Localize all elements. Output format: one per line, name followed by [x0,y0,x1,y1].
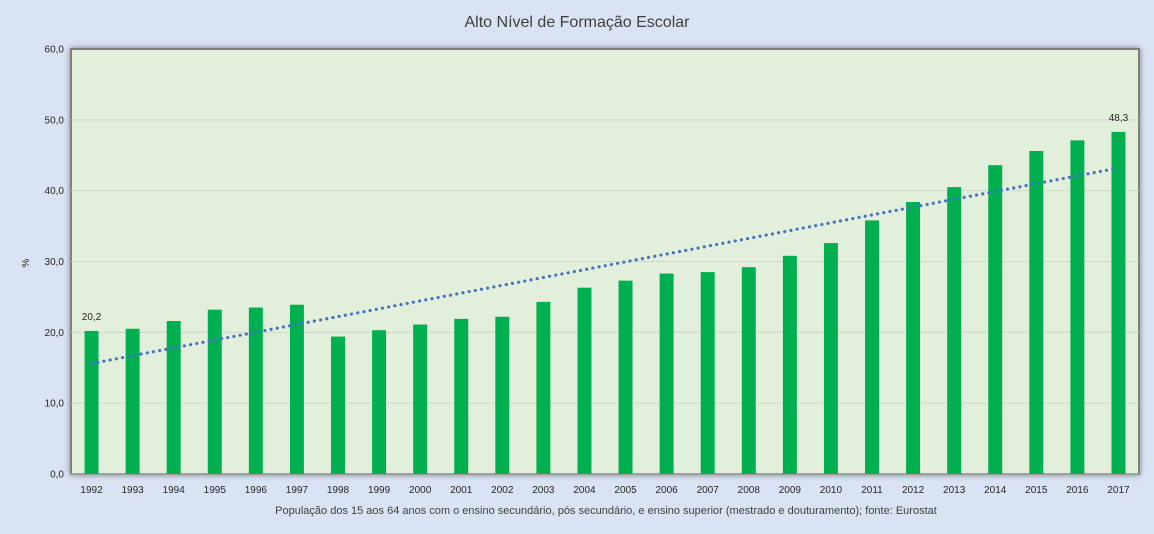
x-tick-label: 2009 [779,485,802,496]
x-tick-label: 2017 [1107,485,1130,496]
bar [1070,140,1085,474]
x-tick-label: 2015 [1025,485,1048,496]
bar [248,307,263,474]
bar [331,336,345,474]
chart-title: Alto Nível de Formação Escolar [465,14,691,31]
x-tick-label: 1993 [121,485,144,496]
x-tick-label: 2000 [409,485,432,496]
bar [741,267,756,474]
x-tick-label: 2006 [655,485,678,496]
y-tick-label: 50,0 [45,115,65,126]
x-tick-label: 2002 [491,485,514,496]
x-axis-ticks: 1992 1993 1994 1995 1996 1997 1998 1999 2000 2001… [80,485,1130,496]
bar [413,324,428,474]
y-tick-label: 40,0 [45,186,65,197]
trendline-group [89,166,1121,366]
x-tick-label: 1998 [327,485,350,496]
x-tick-label: 2016 [1066,485,1089,496]
bar [700,272,715,474]
bar [618,280,633,474]
x-tick-label: 1999 [368,485,391,496]
bar [823,243,838,474]
bar [372,330,387,474]
x-tick-label: 1995 [204,485,227,496]
x-tick-label: 2010 [820,485,843,496]
x-tick-label: 2014 [984,485,1007,496]
y-axis-ticks: 0,0 10,0 20,0 30,0 40,0 50,0 60,0 [45,45,65,481]
bar [659,273,674,474]
y-axis-label: % [21,258,32,267]
bar [207,309,222,474]
y-tick-label: 30,0 [45,257,65,268]
x-tick-label: 1996 [245,485,268,496]
x-tick-label: 2013 [943,485,966,496]
x-tick-label: 2005 [614,485,637,496]
x-tick-label: 2007 [697,485,720,496]
x-tick-label: 2003 [532,485,555,496]
y-tick-label: 60,0 [45,45,65,56]
bar [988,165,1003,474]
y-tick-label: 0,0 [50,470,64,481]
bars-group [84,131,1126,474]
bar [947,187,962,474]
bar [289,304,304,474]
bar [865,220,879,474]
data-labels-group: 20,2 48,3 [82,113,1129,323]
trendline [89,166,1121,366]
x-axis-label: População dos 15 aos 64 anos com o ensin… [275,505,937,517]
bar [906,202,921,474]
bar [1029,151,1044,474]
data-label: 48,3 [1109,113,1129,124]
bar [1111,131,1126,474]
x-tick-label: 2001 [450,485,473,496]
x-tick-label: 1994 [163,485,186,496]
bar [166,321,181,474]
y-tick-label: 20,0 [45,328,65,339]
x-tick-label: 1992 [80,485,103,496]
data-label: 20,2 [82,312,102,323]
bar [84,330,99,474]
x-tick-label: 1997 [286,485,309,496]
x-tick-label: 2008 [738,485,761,496]
bar [125,328,140,474]
x-tick-label: 2011 [861,485,883,496]
bar [577,287,592,474]
x-tick-label: 2004 [573,485,596,496]
bar [495,316,510,474]
y-tick-label: 10,0 [45,399,65,410]
bar [782,255,797,474]
x-tick-label: 2012 [902,485,925,496]
bar [454,318,469,474]
bar [536,301,551,474]
